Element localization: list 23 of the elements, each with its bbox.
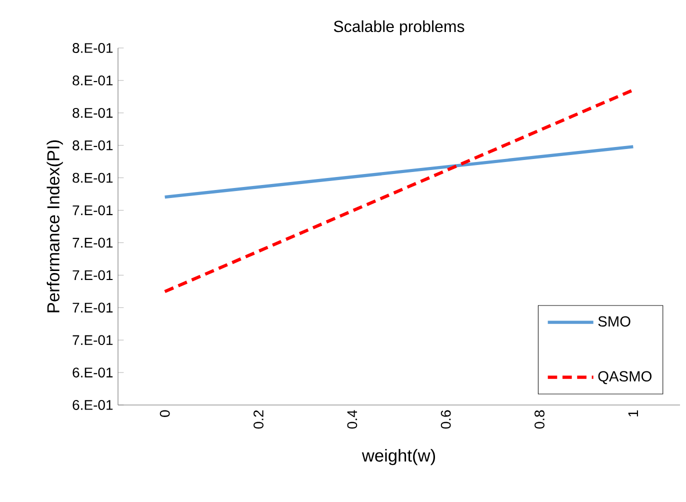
text: 8.E-01 [72, 76, 113, 86]
legend-label: QASMO [598, 371, 652, 384]
x-tick-label: 0.4 [347, 410, 358, 429]
text: 8.E-01 [72, 172, 113, 183]
x-tick-label: 0.2 [254, 410, 264, 429]
text: 7.E-01 [72, 302, 113, 313]
x-tick-label: 0.6 [440, 410, 451, 429]
x-tick-label: 0 [160, 410, 170, 417]
x-tick-label: 0.8 [534, 410, 544, 429]
text: 7.E-01 [72, 270, 113, 280]
text: 8.E-01 [72, 43, 113, 53]
legend-label: SMO [598, 316, 630, 327]
chart-title: Scalable problems [334, 20, 464, 36]
text: 8.E-01 [72, 140, 113, 150]
y-axis-title: Performance Index(PI) [46, 140, 63, 312]
text: 7.E-01 [72, 238, 113, 248]
text: 6.E-01 [72, 368, 113, 378]
x-axis-title: weight(w) [362, 448, 435, 466]
x-tick-label: 1 [628, 410, 638, 416]
text: 6.E-01 [72, 400, 113, 410]
text: 7.E-01 [72, 205, 113, 216]
text: 8.E-01 [72, 108, 113, 118]
text: 7.E-01 [72, 335, 113, 346]
